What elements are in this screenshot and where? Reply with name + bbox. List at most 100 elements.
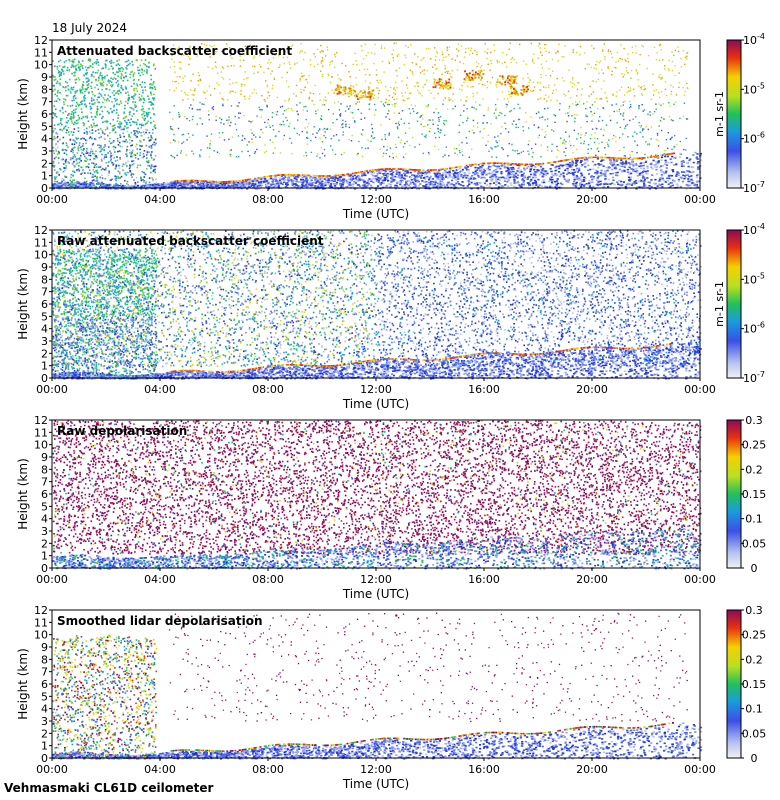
heatmap-cell bbox=[540, 166, 542, 168]
heatmap-cell bbox=[278, 185, 280, 187]
heatmap-cell bbox=[419, 183, 421, 185]
heatmap-cell bbox=[587, 157, 589, 159]
heatmap-cell bbox=[555, 170, 557, 172]
heatmap-cell bbox=[580, 176, 582, 178]
heatmap-cell bbox=[656, 166, 658, 168]
heatmap-cell bbox=[622, 161, 624, 163]
heatmap-cell bbox=[551, 181, 553, 183]
heatmap-cell bbox=[194, 183, 196, 185]
heatmap-cell bbox=[573, 174, 575, 176]
heatmap-cell bbox=[578, 169, 580, 171]
heatmap-cell bbox=[290, 179, 292, 181]
heatmap-cell bbox=[444, 170, 446, 172]
heatmap-cell bbox=[343, 180, 345, 182]
heatmap-cell bbox=[604, 173, 606, 175]
heatmap-cell bbox=[179, 185, 181, 187]
heatmap-cell bbox=[625, 186, 627, 188]
heatmap-cell bbox=[659, 177, 661, 179]
heatmap-cell bbox=[414, 179, 416, 181]
heatmap-cell bbox=[324, 178, 326, 180]
heatmap-cell bbox=[381, 170, 383, 172]
heatmap-cell bbox=[387, 175, 389, 177]
heatmap-cell bbox=[640, 168, 642, 170]
heatmap-cell bbox=[261, 185, 263, 187]
heatmap-cell bbox=[655, 161, 657, 163]
heatmap-cell bbox=[616, 181, 618, 183]
heatmap-cell bbox=[530, 166, 532, 168]
heatmap-cell bbox=[454, 178, 456, 180]
heatmap-cell bbox=[643, 185, 645, 187]
heatmap-cell bbox=[597, 163, 599, 165]
heatmap-cell bbox=[412, 182, 414, 184]
heatmap-cell bbox=[544, 173, 546, 175]
heatmap-cell bbox=[665, 171, 667, 173]
heatmap-cell bbox=[298, 181, 300, 183]
heatmap-cell bbox=[313, 182, 315, 184]
heatmap-cell bbox=[392, 177, 394, 179]
heatmap-cell bbox=[387, 180, 389, 182]
heatmap-cell bbox=[422, 172, 424, 174]
heatmap-cell bbox=[197, 182, 199, 184]
heatmap-cell bbox=[647, 167, 649, 169]
heatmap-cell bbox=[465, 167, 467, 169]
heatmap-cell bbox=[388, 183, 390, 185]
heatmap-cell bbox=[287, 184, 289, 186]
heatmap-cell bbox=[632, 165, 634, 167]
heatmap-cell bbox=[515, 182, 517, 184]
heatmap-cell bbox=[666, 167, 668, 169]
heatmap-cell bbox=[498, 182, 500, 184]
heatmap-cell bbox=[581, 184, 583, 186]
heatmap-cell bbox=[448, 171, 450, 173]
heatmap-cell bbox=[275, 179, 277, 181]
heatmap-cell bbox=[696, 180, 698, 182]
heatmap-cell bbox=[399, 176, 401, 178]
heatmap-cell bbox=[659, 166, 661, 168]
heatmap-cell bbox=[480, 185, 482, 187]
heatmap-cell bbox=[270, 178, 272, 180]
heatmap-cell bbox=[390, 184, 392, 186]
heatmap-cell bbox=[668, 183, 670, 185]
heatmap-cell bbox=[513, 175, 515, 177]
heatmap-cell bbox=[696, 175, 698, 177]
heatmap-cell bbox=[675, 175, 677, 177]
heatmap-cell bbox=[529, 171, 531, 173]
heatmap-cell bbox=[247, 182, 249, 184]
heatmap-cell bbox=[302, 179, 304, 181]
heatmap-cell bbox=[321, 178, 323, 180]
heatmap-cell bbox=[656, 173, 658, 175]
heatmap-cell bbox=[576, 176, 578, 178]
heatmap-cell bbox=[592, 161, 594, 163]
heatmap-cell bbox=[620, 181, 622, 183]
heatmap-cell bbox=[368, 178, 370, 180]
heatmap-cell bbox=[395, 186, 397, 188]
heatmap-cell bbox=[295, 178, 297, 180]
heatmap-cell bbox=[628, 177, 630, 179]
heatmap-cell bbox=[617, 164, 619, 166]
heatmap-cell bbox=[643, 181, 645, 183]
heatmap-cell bbox=[379, 172, 381, 174]
heatmap-cell bbox=[495, 184, 497, 186]
heatmap-cell bbox=[382, 182, 384, 184]
heatmap-cell bbox=[378, 181, 380, 183]
heatmap-cell bbox=[328, 178, 330, 180]
heatmap-cell bbox=[305, 184, 307, 186]
heatmap-cell bbox=[300, 181, 302, 183]
heatmap-cell bbox=[489, 169, 491, 171]
heatmap-cell bbox=[342, 185, 344, 187]
heatmap-cell bbox=[462, 177, 464, 179]
heatmap-cell bbox=[358, 176, 360, 178]
heatmap-cell bbox=[459, 168, 461, 170]
heatmap-cell bbox=[513, 180, 515, 182]
heatmap-cell bbox=[232, 185, 234, 187]
heatmap-cell bbox=[524, 169, 526, 171]
heatmap-cell bbox=[612, 173, 614, 175]
heatmap-cell bbox=[528, 176, 530, 178]
heatmap-cell bbox=[392, 171, 394, 173]
heatmap-cell bbox=[627, 169, 629, 171]
heatmap-cell bbox=[600, 175, 602, 177]
heatmap-cell bbox=[432, 184, 434, 186]
heatmap-cell bbox=[454, 177, 456, 179]
heatmap-cell bbox=[636, 186, 638, 188]
heatmap-cell bbox=[609, 159, 611, 161]
heatmap-cell bbox=[599, 181, 601, 183]
